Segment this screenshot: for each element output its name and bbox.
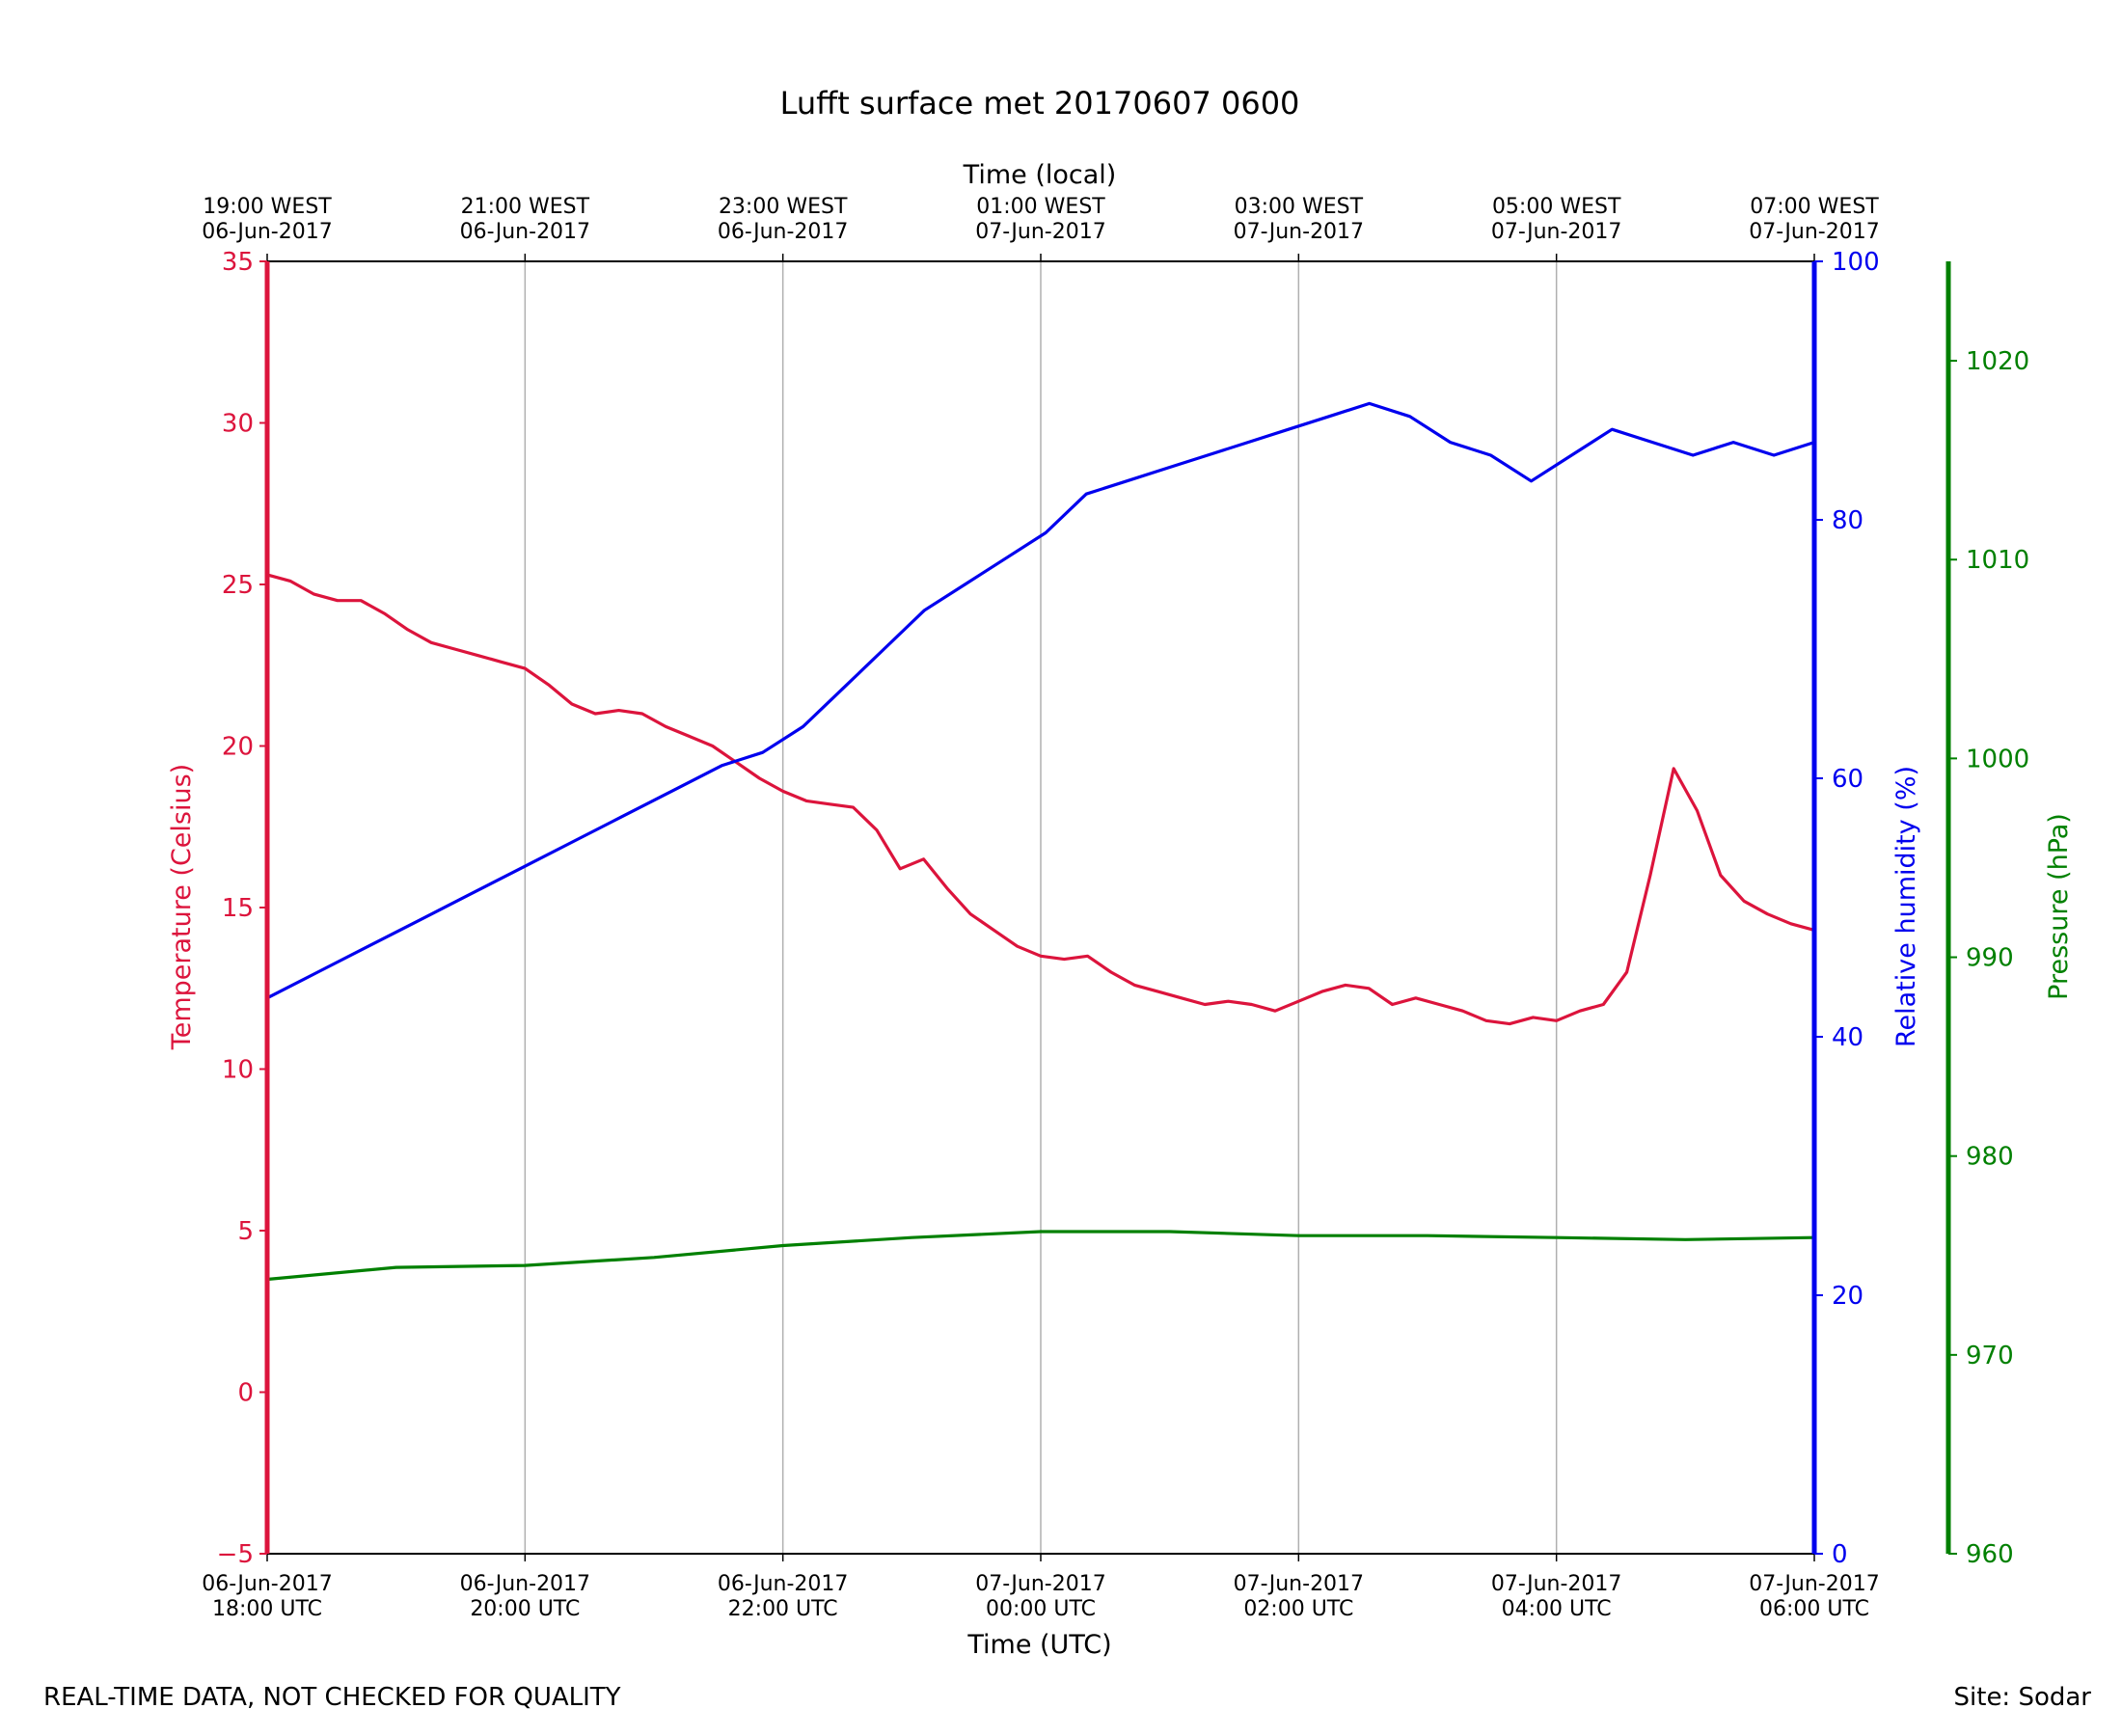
x-tick-label-bottom-date: 07-Jun-2017: [1234, 1572, 1364, 1596]
pressure-tick-label: 1000: [1966, 745, 2029, 773]
x-tick-label-top-time: 19:00 WEST: [203, 195, 332, 219]
site-label: Site: Sodar: [1953, 1683, 2091, 1712]
grid-lines: [524, 261, 1558, 1554]
x-tick-label-top-date: 07-Jun-2017: [1234, 220, 1364, 244]
humidity-tick-label: 80: [1832, 506, 1864, 535]
bottom-axis-label: Time (UTC): [966, 1630, 1111, 1660]
x-tick-label-top-date: 07-Jun-2017: [975, 220, 1105, 244]
humidity-axis-label: Relative humidity (%): [1891, 766, 1921, 1047]
temperature-tick-label: 10: [222, 1056, 254, 1085]
x-tick-label-bottom-time: 18:00 UTC: [212, 1597, 322, 1621]
temperature-tick-label: 20: [222, 733, 254, 762]
plot-frame: [259, 254, 1957, 1561]
pressure-tick-label: 1020: [1966, 347, 2029, 376]
x-tick-label-bottom-date: 07-Jun-2017: [1491, 1572, 1621, 1596]
x-tick-label-top-date: 06-Jun-2017: [202, 220, 332, 244]
x-tick-label-top-time: 03:00 WEST: [1235, 195, 1364, 219]
x-tick-label-top-date: 06-Jun-2017: [718, 220, 848, 244]
humidity-tick-label: 100: [1832, 248, 1880, 277]
x-tick-label-bottom-date: 06-Jun-2017: [718, 1572, 848, 1596]
x-tick-label-bottom-date: 07-Jun-2017: [1749, 1572, 1879, 1596]
x-tick-label-top-date: 07-Jun-2017: [1491, 220, 1621, 244]
quality-disclaimer: REAL-TIME DATA, NOT CHECKED FOR QUALITY: [43, 1683, 621, 1712]
humidity-tick-label: 20: [1832, 1282, 1864, 1311]
series-line-temperature: [265, 573, 1816, 1026]
x-tick-label-bottom-time: 22:00 UTC: [728, 1597, 838, 1621]
series-line-pressure: [265, 1230, 1816, 1282]
humidity-tick-label: 40: [1832, 1023, 1864, 1052]
temperature-axis-label: Temperature (Celsius): [167, 764, 197, 1050]
x-tick-label-top-date: 06-Jun-2017: [460, 220, 590, 244]
x-tick-label-bottom-time: 00:00 UTC: [986, 1597, 1096, 1621]
humidity-tick-label: 0: [1832, 1540, 1848, 1569]
top-axis-label: Time (local): [963, 160, 1117, 190]
temperature-tick-label: −5: [217, 1540, 254, 1569]
series-layer: [265, 401, 1816, 1282]
x-tick-label-bottom-time: 04:00 UTC: [1502, 1597, 1612, 1621]
series-line-relative-humidity: [265, 401, 1816, 1000]
x-tick-label-bottom-time: 02:00 UTC: [1243, 1597, 1353, 1621]
temperature-tick-label: 30: [222, 410, 254, 439]
x-tick-label-top-time: 21:00 WEST: [461, 195, 590, 219]
x-tick-label-bottom-time: 06:00 UTC: [1759, 1597, 1869, 1621]
x-tick-label-bottom-date: 07-Jun-2017: [975, 1572, 1105, 1596]
humidity-tick-label: 60: [1832, 765, 1864, 794]
temperature-tick-label: 15: [222, 894, 254, 923]
temperature-tick-label: 0: [237, 1379, 254, 1408]
x-tick-label-top-time: 05:00 WEST: [1492, 195, 1621, 219]
x-tick-label-top-date: 07-Jun-2017: [1749, 220, 1879, 244]
x-tick-label-top-time: 07:00 WEST: [1750, 195, 1879, 219]
pressure-tick-label: 970: [1966, 1342, 2014, 1370]
x-tick-label-bottom-date: 06-Jun-2017: [460, 1572, 590, 1596]
temperature-tick-label: 5: [237, 1217, 254, 1246]
pressure-tick-label: 990: [1966, 944, 2014, 973]
pressure-axis-label: Pressure (hPa): [2044, 813, 2074, 1000]
x-tick-label-top-time: 23:00 WEST: [719, 195, 848, 219]
x-tick-label-top-time: 01:00 WEST: [976, 195, 1105, 219]
pressure-tick-label: 1010: [1966, 546, 2029, 575]
pressure-tick-label: 980: [1966, 1143, 2014, 1172]
temperature-tick-label: 35: [222, 248, 254, 277]
x-tick-label-bottom-date: 06-Jun-2017: [202, 1572, 332, 1596]
x-tick-label-bottom-time: 20:00 UTC: [470, 1597, 580, 1621]
temperature-tick-label: 25: [222, 571, 254, 600]
chart-title: Lufft surface met 20170607 0600: [780, 85, 1300, 122]
pressure-tick-label: 960: [1966, 1540, 2014, 1569]
